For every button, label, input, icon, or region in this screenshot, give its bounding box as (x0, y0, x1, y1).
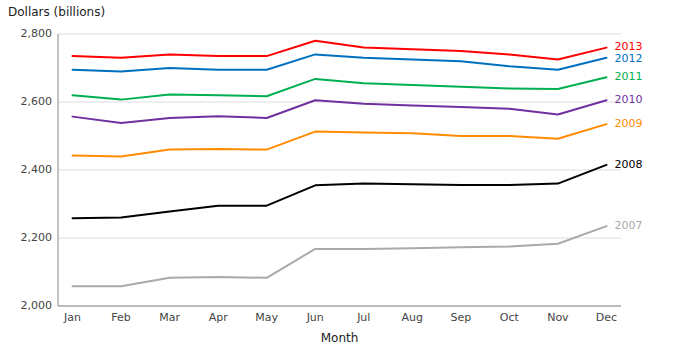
x-axis-label: Month (321, 331, 359, 345)
y-tick-label: 2,400 (21, 163, 53, 176)
x-tick-label: Dec (596, 311, 617, 324)
y-tick-label: 2,200 (21, 231, 53, 244)
chart-container: 2,000 2,200 2,400 2,600 2,800 Jan Feb Mar Apr May… (0, 0, 673, 350)
series-line (73, 100, 607, 123)
series-labels: 2013201220112010200920082007 (614, 40, 642, 232)
y-axis-label: Dollars (billions) (8, 5, 105, 19)
series-label: 2007 (614, 219, 642, 232)
series-line (73, 226, 607, 286)
x-tick-label: Feb (111, 311, 130, 324)
series-label: 2008 (614, 158, 642, 171)
x-tick-label: Mar (159, 311, 180, 324)
x-axis: Jan Feb Mar Apr May Jun Jul Aug Sep Oct Nov Dec (58, 34, 621, 324)
series-label: 2011 (614, 70, 642, 83)
y-axis: 2,000 2,200 2,400 2,600 2,800 (21, 27, 622, 312)
x-tick-label: Apr (209, 311, 229, 324)
grid-line (58, 170, 621, 171)
x-tick-label: Jan (63, 311, 81, 324)
y-tick-label: 2,600 (21, 95, 53, 108)
grid-line (58, 306, 621, 307)
x-tick-label: Jun (306, 311, 324, 324)
series-line (73, 41, 607, 60)
x-tick-label: Jul (356, 311, 370, 324)
series-label: 2012 (614, 52, 642, 65)
chart: 2,000 2,200 2,400 2,600 2,800 Jan Feb Mar Apr May… (0, 0, 673, 350)
y-tick-label: 2,800 (21, 27, 53, 40)
series-label: 2009 (614, 117, 642, 130)
y-axis-line (58, 34, 59, 306)
x-tick-label: Nov (547, 311, 569, 324)
x-tick-label: Oct (500, 311, 520, 324)
x-axis-line (58, 306, 621, 307)
series-line (73, 165, 607, 218)
lines (73, 41, 607, 286)
y-tick-label: 2,000 (21, 299, 53, 312)
grid-line (58, 34, 621, 35)
grid-line (58, 238, 621, 239)
x-tick-label: Sep (450, 311, 471, 324)
series-label: 2010 (614, 93, 642, 106)
series-line (73, 124, 607, 156)
series-line (73, 77, 607, 99)
x-tick-label: Aug (402, 311, 423, 324)
x-tick-label: May (255, 311, 278, 324)
